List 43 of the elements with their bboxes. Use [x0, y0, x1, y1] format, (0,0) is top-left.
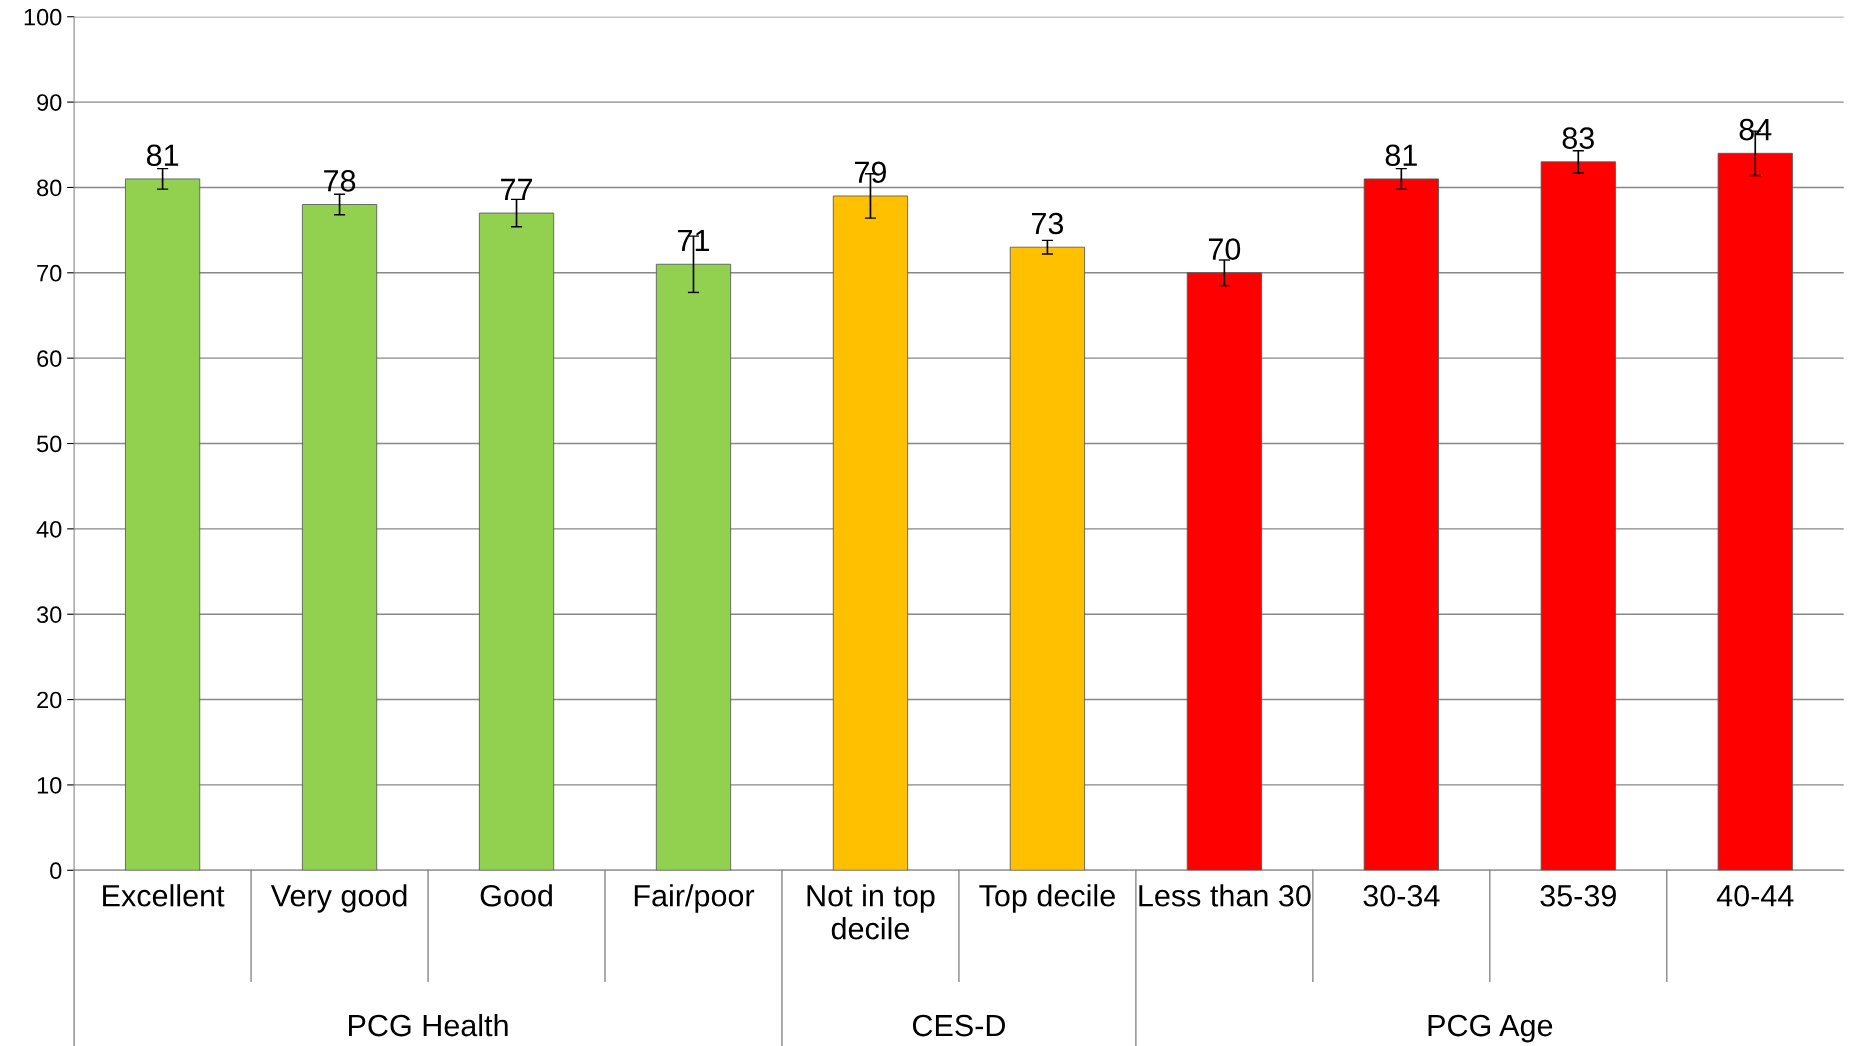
text: PCG Age: [1428, 1014, 1553, 1043]
bar: [478, 212, 555, 871]
y-tick-label: 80: [37, 179, 62, 197]
data-label: 79: [855, 161, 886, 184]
data-label: 77: [501, 178, 532, 200]
text: CES-D: [912, 1014, 1005, 1037]
bar: [301, 204, 378, 871]
data-label: 70: [1208, 238, 1241, 260]
data-label: 81: [146, 144, 179, 167]
bar: [125, 178, 201, 871]
x-tick-label: Not in top decile: [807, 884, 935, 940]
y-tick-label: 20: [37, 691, 62, 709]
data-label: 83: [1562, 127, 1594, 149]
x-tick-label: Very good: [270, 884, 407, 913]
bar: [1363, 178, 1439, 871]
y-tick-label: 90: [37, 94, 62, 111]
bar: [1186, 272, 1262, 871]
bar: [1717, 152, 1793, 871]
x-tick-label: Less than 30: [1139, 884, 1311, 907]
y-tick-label: 30: [36, 606, 62, 623]
bar: [1009, 246, 1085, 871]
x-tick-label: Fair/poor: [634, 884, 755, 913]
bar: [655, 263, 732, 871]
x-tick-label: Excellent: [103, 884, 225, 907]
y-tick-label: 50: [37, 435, 62, 453]
bar: [1540, 161, 1616, 871]
y-tick-label: 10: [37, 776, 62, 794]
y-tick-label: 60: [37, 350, 62, 367]
data-label: 84: [1739, 118, 1772, 141]
data-label: 81: [1385, 144, 1417, 167]
text: PCG Health: [349, 1013, 508, 1037]
x-tick-label: 35-39: [1540, 884, 1616, 907]
x-tick-label: Top decile: [979, 884, 1115, 913]
data-label: 73: [1031, 212, 1064, 235]
x-tick-label: 40-44: [1716, 884, 1794, 907]
data-label: 78: [324, 170, 356, 192]
bar: [832, 195, 909, 871]
y-tick-label: 70: [37, 264, 62, 282]
y-tick-label: 40: [36, 520, 62, 538]
x-tick-label: Good: [480, 884, 552, 907]
y-tick-label: 100: [24, 8, 62, 26]
x-tick-label: 30-34: [1363, 884, 1440, 907]
y-tick-label: 0: [50, 862, 62, 880]
